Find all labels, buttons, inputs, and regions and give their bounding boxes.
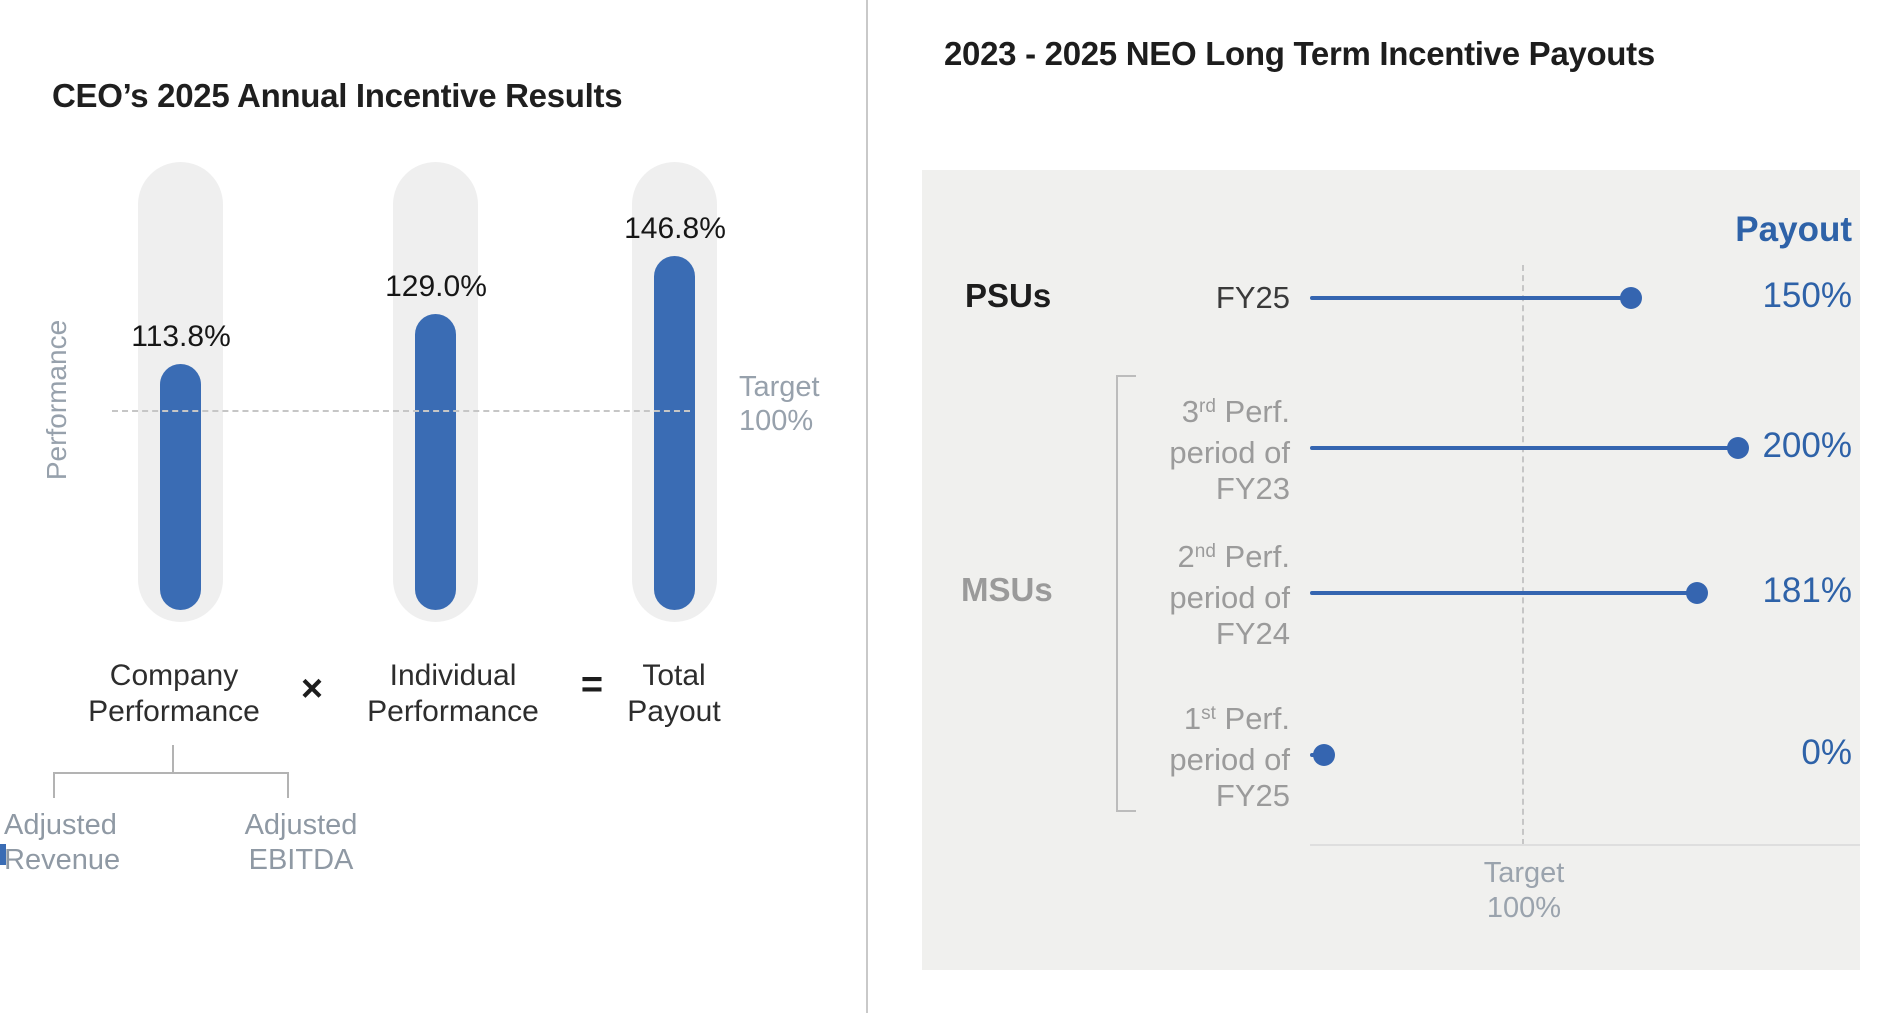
component-bracket-bar — [53, 772, 289, 774]
category-label-company: Company Performance — [88, 659, 260, 728]
data-point-dot — [1727, 437, 1749, 459]
component-adjusted-revenue: Adjusted Revenue — [4, 809, 121, 876]
group-label-psus: PSUs — [965, 277, 1052, 314]
payout-value: 0% — [1801, 733, 1852, 772]
lollipop-bar — [1310, 296, 1631, 300]
data-point-dot — [1313, 744, 1335, 766]
panel-divider — [866, 0, 868, 1013]
lollipop-bar — [1310, 591, 1698, 595]
data-point-dot — [1620, 287, 1642, 309]
component-adjusted-ebitda: Adjusted EBITDA — [244, 809, 358, 876]
edge-artifact — [0, 844, 6, 865]
category-label-individual: Individual Performance — [367, 659, 539, 728]
row-label: 2nd Perf. period of FY24 — [1169, 539, 1290, 651]
target-label-line: 100% — [739, 405, 814, 437]
target-dashline — [112, 410, 690, 412]
right-chart-title: 2023 - 2025 NEO Long Term Incentive Payo… — [944, 35, 1655, 73]
component-bracket-tick — [53, 772, 55, 798]
msu-group-bracket — [1116, 375, 1136, 812]
lollipop-bar — [1310, 446, 1738, 450]
data-point-dot — [1686, 582, 1709, 604]
component-bracket-tick — [287, 772, 289, 798]
target-dashline-vertical — [1522, 265, 1524, 845]
bar-individual-performance — [415, 314, 456, 610]
row-label: 3rd Perf. period of FY23 — [1169, 394, 1290, 506]
component-bracket-stem — [172, 745, 174, 773]
payout-value: 181% — [1762, 571, 1852, 610]
lti-panel: Payout Target 100% PSUs MSUs FY25 150% — [922, 170, 1860, 970]
x-axis-baseline — [1310, 844, 1860, 846]
target-label: Target 100% — [1483, 857, 1565, 924]
bar-company-performance — [160, 364, 201, 610]
bar-value-label: 146.8% — [624, 211, 726, 245]
payout-column-header: Payout — [1735, 210, 1852, 249]
target-label: Target 100% — [739, 370, 820, 438]
left-chart-title: CEO’s 2025 Annual Incentive Results — [52, 77, 623, 115]
category-label-total: Total Payout — [627, 659, 721, 728]
row-label: 1st Perf. period of FY25 — [1169, 701, 1290, 813]
bar-total-payout — [654, 255, 695, 610]
bar-value-label: 129.0% — [385, 270, 487, 304]
bar-value-label: 113.8% — [131, 320, 231, 354]
payout-value: 150% — [1762, 276, 1852, 315]
y-axis-label: Performance — [41, 319, 72, 481]
group-label-msus: MSUs — [961, 571, 1053, 608]
target-label-line: Target — [739, 371, 820, 403]
payout-value: 200% — [1762, 426, 1852, 465]
row-label: FY25 — [1215, 280, 1290, 315]
multiply-operator: × — [300, 668, 324, 710]
equals-operator: = — [580, 664, 604, 706]
